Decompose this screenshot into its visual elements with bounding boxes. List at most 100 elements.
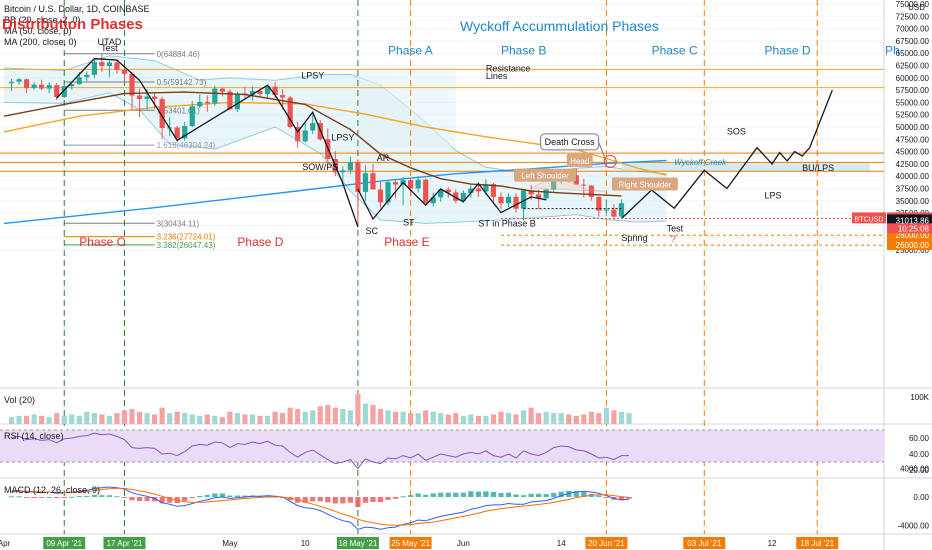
volume-bar bbox=[39, 415, 45, 424]
macd-histogram-bar bbox=[182, 497, 188, 501]
time-axis-marker-box bbox=[585, 537, 628, 549]
price-tick-label: 67500.00 bbox=[896, 37, 930, 46]
ma50-legend: MA (50, close, 0) bbox=[4, 26, 72, 36]
macd-histogram-bar bbox=[8, 496, 15, 498]
candle-body bbox=[453, 192, 459, 201]
macd-histogram-bar bbox=[340, 497, 346, 504]
candle-body bbox=[31, 84, 37, 89]
macd-histogram-bar bbox=[483, 491, 489, 497]
death-cross-label: Death Cross bbox=[545, 137, 596, 147]
distribution-swing-path bbox=[56, 57, 359, 228]
volume-bar bbox=[257, 415, 263, 424]
time-axis-label: Jun bbox=[457, 539, 470, 548]
time-axis-marker-box bbox=[389, 537, 432, 549]
macd-histogram-bar bbox=[392, 497, 399, 499]
distribution-title: Distribution Phases bbox=[2, 16, 143, 33]
macd-histogram-bar bbox=[626, 497, 632, 499]
macd-histogram-bar bbox=[490, 491, 497, 497]
volume-bar bbox=[513, 414, 519, 424]
volume-bar bbox=[362, 403, 369, 424]
candle-body bbox=[234, 93, 241, 110]
candle-body bbox=[54, 85, 60, 97]
candle-body bbox=[212, 88, 218, 104]
volume-bar bbox=[490, 414, 497, 424]
candle-body bbox=[197, 101, 203, 107]
volume-bar bbox=[325, 404, 331, 424]
pattern-tag-box bbox=[611, 177, 678, 191]
candle-body bbox=[121, 69, 128, 74]
volume-bar bbox=[370, 404, 376, 424]
dist-phase-c-label: Phase C bbox=[79, 235, 125, 249]
volume-bar bbox=[8, 417, 15, 424]
phase-e-partial-label: Ph bbox=[885, 44, 900, 58]
macd-histogram-bar bbox=[219, 493, 225, 497]
candle-body bbox=[528, 190, 534, 195]
candle-body bbox=[483, 184, 489, 192]
macd-histogram-bar bbox=[603, 497, 609, 498]
candle-body bbox=[61, 86, 67, 97]
volume-bar bbox=[596, 413, 602, 424]
volume-bar bbox=[280, 413, 286, 424]
volume-bar bbox=[400, 411, 406, 424]
fib-level-label: 3.236(27724.01) bbox=[157, 233, 216, 242]
volume-bar bbox=[377, 409, 384, 424]
macd-histogram-bar bbox=[408, 495, 414, 497]
macd-histogram-bar bbox=[69, 496, 75, 498]
utad-label: UTAD bbox=[97, 37, 121, 47]
candle-body bbox=[144, 96, 150, 99]
volume-bar bbox=[84, 411, 90, 424]
macd-histogram-bar bbox=[264, 495, 271, 497]
price-marker-box bbox=[887, 229, 932, 241]
lpsy-label-1: LPSY bbox=[301, 70, 324, 80]
candle-body bbox=[106, 62, 113, 66]
macd-histogram-bar bbox=[99, 495, 105, 497]
candle-body bbox=[347, 162, 353, 171]
volume-bar bbox=[520, 410, 527, 424]
macd-histogram-bar bbox=[227, 495, 233, 497]
macd-histogram-bar bbox=[114, 496, 120, 498]
macd-histogram-bar bbox=[573, 491, 579, 497]
macd-histogram-bar bbox=[618, 497, 625, 501]
macd-histogram-bar bbox=[498, 493, 504, 497]
macd-histogram-bar bbox=[23, 497, 30, 498]
macd-histogram-bar bbox=[551, 493, 557, 497]
price-tick-label: 35000.00 bbox=[896, 197, 930, 206]
candle-body bbox=[551, 178, 557, 190]
spring-label: Spring bbox=[621, 233, 647, 243]
lpsy-label-2: LPSY bbox=[331, 132, 354, 142]
price-marker-box bbox=[887, 214, 932, 226]
macd-histogram-bar bbox=[310, 497, 316, 502]
volume-bar bbox=[69, 414, 75, 424]
time-axis-marker-box bbox=[103, 537, 146, 549]
macd-histogram-bar bbox=[460, 492, 466, 497]
candle-body bbox=[174, 127, 180, 139]
candle-body bbox=[280, 95, 286, 98]
time-axis-label: Apr bbox=[0, 539, 11, 548]
volume-bar bbox=[430, 411, 436, 424]
macd-histogram-bar bbox=[212, 493, 218, 497]
volume-bar bbox=[603, 407, 609, 424]
macd-line bbox=[11, 486, 630, 530]
volume-bar bbox=[204, 414, 210, 424]
volume-bar bbox=[189, 414, 195, 424]
candle-body bbox=[611, 209, 617, 217]
candle-body bbox=[16, 79, 22, 82]
volume-bar bbox=[167, 413, 173, 424]
st-label: ST bbox=[403, 217, 415, 227]
ma200-legend: MA (200, close, 0) bbox=[4, 37, 77, 47]
macd-histogram-bar bbox=[453, 492, 459, 497]
volume-bar bbox=[536, 413, 542, 424]
candle-body bbox=[295, 127, 301, 142]
volume-bar bbox=[197, 415, 203, 424]
macd-histogram-bar bbox=[76, 496, 82, 498]
macd-histogram-bar bbox=[106, 495, 113, 497]
macd-histogram-bar bbox=[129, 497, 135, 501]
time-axis-marker-label: 18 Jul '21 bbox=[800, 539, 835, 548]
macd-histogram-bar bbox=[234, 495, 241, 497]
candle-body bbox=[430, 197, 436, 204]
volume-bar bbox=[219, 417, 225, 424]
candle-body bbox=[189, 106, 195, 127]
macd-histogram-bar bbox=[39, 497, 45, 498]
rsi-band bbox=[0, 430, 884, 462]
